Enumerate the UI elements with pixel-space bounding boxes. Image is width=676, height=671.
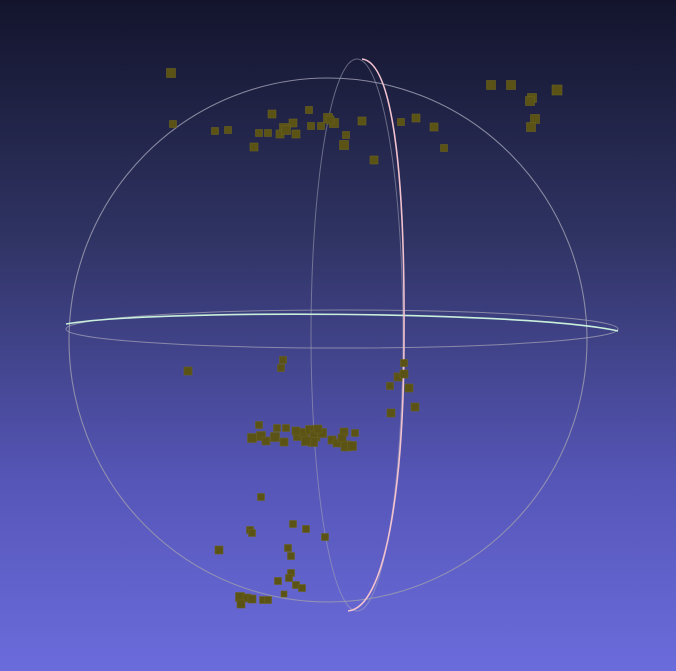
- point-9: [288, 118, 298, 128]
- point-82: [298, 584, 306, 592]
- point-1: [166, 68, 176, 78]
- point-77: [287, 552, 295, 560]
- point-31: [525, 96, 535, 106]
- point-11: [291, 129, 301, 139]
- point-64: [347, 441, 357, 451]
- point-66: [301, 436, 311, 446]
- point-79: [285, 574, 293, 582]
- point-14: [307, 122, 315, 130]
- point-74: [302, 525, 310, 533]
- point-18: [325, 115, 335, 125]
- trackball-gizmo[interactable]: [65, 58, 619, 612]
- point-40: [399, 369, 409, 379]
- point-22: [249, 142, 259, 152]
- point-33: [530, 114, 540, 124]
- point-67: [313, 424, 323, 434]
- point-35: [279, 356, 287, 364]
- point-4: [224, 126, 232, 134]
- point-38: [400, 359, 408, 367]
- point-72: [248, 529, 256, 537]
- point-68: [337, 433, 347, 443]
- point-75: [321, 533, 329, 541]
- point-37: [183, 366, 193, 376]
- trackball-horizontal-ring[interactable]: [65, 313, 619, 332]
- point-28: [486, 80, 496, 90]
- point-29: [506, 80, 516, 90]
- point-19: [342, 131, 350, 139]
- point-81: [274, 577, 282, 585]
- point-cloud: [166, 68, 563, 609]
- trackball-sphere-outline: [68, 77, 588, 603]
- point-24: [397, 118, 405, 126]
- point-44: [410, 402, 420, 412]
- point-5: [267, 109, 277, 119]
- point-2: [169, 120, 177, 128]
- point-15: [317, 122, 325, 130]
- point-70: [214, 545, 224, 555]
- point-65: [291, 426, 301, 436]
- trackball-horizontal-back-ring: [65, 309, 619, 349]
- point-46: [273, 424, 281, 432]
- point-32: [551, 84, 563, 96]
- point-20: [339, 140, 349, 150]
- point-51: [270, 432, 280, 442]
- point-50: [261, 436, 271, 446]
- point-21: [357, 116, 367, 126]
- point-43: [386, 408, 396, 418]
- point-52: [279, 437, 289, 447]
- point-45: [255, 421, 263, 429]
- point-6: [255, 129, 263, 137]
- point-3: [211, 127, 219, 135]
- point-69: [257, 493, 265, 501]
- trackball-vertical-ring[interactable]: [347, 58, 405, 612]
- point-25: [411, 113, 421, 123]
- point-48: [247, 433, 257, 443]
- point-34: [526, 122, 536, 132]
- point-47: [282, 424, 290, 432]
- point-62: [351, 429, 359, 437]
- point-49: [256, 431, 266, 441]
- point-26: [429, 122, 439, 132]
- point-87: [247, 594, 257, 604]
- point-89: [264, 596, 272, 604]
- point-27: [440, 144, 448, 152]
- trackball-vertical-back-ring: [310, 58, 404, 612]
- point-83: [280, 590, 288, 598]
- point-86: [236, 599, 246, 609]
- point-12: [281, 125, 291, 135]
- point-13: [305, 106, 313, 114]
- point-76: [284, 544, 292, 552]
- point-42: [404, 383, 414, 393]
- point-36: [277, 364, 285, 372]
- point-73: [289, 520, 297, 528]
- point-41: [386, 382, 394, 390]
- point-23: [369, 155, 379, 165]
- point-7: [264, 129, 272, 137]
